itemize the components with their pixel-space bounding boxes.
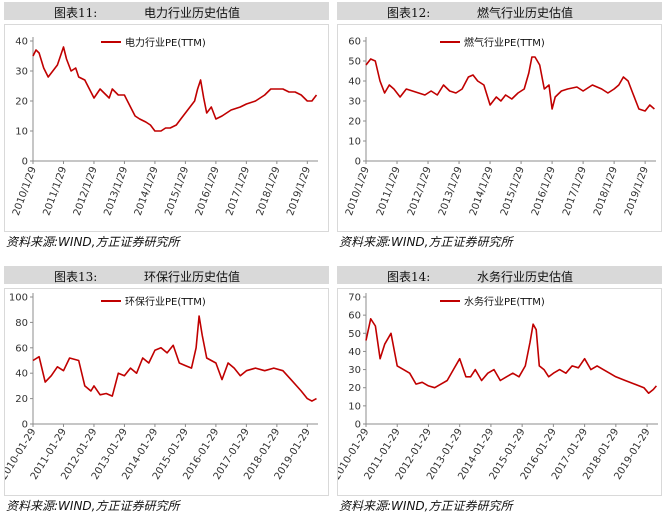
source-note: 资料来源:WIND,方正证券研究所 — [6, 499, 180, 513]
x-tick-label: 2014/1/29 — [133, 165, 161, 217]
source-note: 资料来源:WIND,方正证券研究所 — [339, 235, 513, 249]
y-tick-label: 40 — [15, 369, 28, 380]
y-tick-label: 40 — [348, 347, 361, 358]
chart-area: 0 10 20 30 40 50 60 70 2010-01-29 2011-01-29 2012-… — [337, 288, 662, 496]
series-line — [365, 317, 658, 394]
chart-panel-environmental: 图表13: 环保行业历史估值 0 20 40 60 80 100 2010-01-29 201… — [0, 264, 333, 528]
y-tick-label: 30 — [348, 365, 361, 376]
x-tick-label: 2013/1/29 — [102, 165, 130, 217]
chart-title-bar: 图表11: 电力行业历史估值 — [4, 2, 329, 20]
y-tick-label: 60 — [348, 311, 361, 322]
line-chart-svg: 0 10 20 30 40 2010/1/29 2011/1/29 2012/1/29 2013… — [11, 36, 318, 217]
chart-panel-gas: 图表12: 燃气行业历史估值 0 10 20 30 40 50 60 2010/1/29 201… — [333, 0, 666, 264]
y-tick-label: 70 — [348, 293, 361, 304]
x-tick-label: 2012/1/29 — [72, 165, 100, 217]
figure-number: 图表11: — [54, 6, 98, 20]
x-tick-label: 2016/1/29 — [530, 165, 558, 217]
figure-number: 图表12: — [387, 6, 431, 20]
x-tick-label: 2014/1/29 — [468, 165, 496, 217]
y-tick-label: 0 — [355, 420, 361, 431]
figure-title: 环保行业历史估值 — [144, 270, 241, 284]
legend-label: 电力行业PE(TTM) — [125, 36, 206, 49]
y-tick-label: 20 — [348, 383, 361, 394]
chart-title-bar: 图表13: 环保行业历史估值 — [4, 266, 329, 284]
figure-title: 水务行业历史估值 — [477, 270, 574, 284]
figure-title: 电力行业历史估值 — [144, 6, 241, 20]
y-tick-label: 50 — [348, 329, 361, 340]
series-line — [365, 56, 655, 112]
x-tick-label: 2017/1/29 — [224, 165, 252, 217]
y-tick-label: 60 — [15, 343, 28, 354]
x-tick-label: 2017/1/29 — [561, 165, 589, 217]
series-line — [32, 46, 318, 132]
chart-title-bar: 图表14: 水务行业历史估值 — [337, 266, 662, 284]
x-tick-label: 2018/1/29 — [255, 165, 283, 217]
x-tick-label: 2015/1/29 — [163, 165, 191, 217]
y-tick-label: 0 — [22, 420, 28, 431]
y-tick-label: 100 — [9, 293, 28, 304]
y-tick-label: 40 — [348, 77, 361, 88]
chart-area: 0 10 20 30 40 2010/1/29 2011/1/29 2012/1/29 2013… — [4, 24, 329, 232]
y-tick-label: 30 — [15, 67, 28, 78]
x-tick-label: 2019/1/29 — [285, 165, 313, 217]
legend-label: 环保行业PE(TTM) — [125, 295, 206, 308]
y-tick-label: 50 — [348, 57, 361, 68]
y-tick-label: 30 — [348, 97, 361, 108]
source-note: 资料来源:WIND,方正证券研究所 — [339, 499, 513, 513]
y-tick-label: 20 — [15, 394, 28, 405]
chart-area: 0 10 20 30 40 50 60 2010/1/29 2011/1/29 2012/1/29… — [337, 24, 662, 232]
series-line — [32, 315, 317, 402]
chart-area: 0 20 40 60 80 100 2010-01-29 2011-01-29 2012-01-… — [4, 288, 329, 496]
x-tick-label: 2013/1/29 — [437, 165, 465, 217]
x-tick-label: 2011/1/29 — [375, 165, 403, 217]
x-tick-label: 2012/1/29 — [406, 165, 434, 217]
line-chart-svg: 0204060801002010-01-292011-01-292012-01-… — [5, 293, 318, 482]
chart-title-bar: 图表12: 燃气行业历史估值 — [337, 2, 662, 20]
y-tick-label: 60 — [348, 37, 361, 48]
legend-label: 水务行业PE(TTM) — [464, 295, 545, 308]
y-tick-label: 20 — [15, 97, 28, 108]
line-chart-svg: 0102030405060702010-01-292011-01-292012-… — [338, 293, 658, 482]
y-tick-label: 10 — [348, 137, 361, 148]
x-tick-label: 2010/1/29 — [11, 165, 39, 217]
line-chart-svg: 0 10 20 30 40 50 60 2010/1/29 2011/1/29 2012/1/29… — [344, 36, 656, 217]
x-tick-label: 2011/1/29 — [41, 165, 69, 217]
figure-number: 图表13: — [54, 270, 98, 284]
y-tick-label: 80 — [15, 318, 28, 329]
y-tick-label: 0 — [22, 157, 28, 168]
chart-panel-power: 图表11: 电力行业历史估值 0 10 20 30 40 2010/1/29 2011/1/… — [0, 0, 333, 264]
y-tick-label: 20 — [348, 117, 361, 128]
figure-number: 图表14: — [387, 270, 431, 284]
legend-label: 燃气行业PE(TTM) — [464, 36, 545, 49]
y-tick-label: 40 — [15, 37, 28, 48]
x-tick-label: 2018/1/29 — [592, 165, 620, 217]
source-note: 资料来源:WIND,方正证券研究所 — [6, 235, 180, 249]
y-tick-label: 10 — [15, 127, 28, 138]
x-tick-label: 2016/1/29 — [194, 165, 222, 217]
chart-panel-water: 图表14: 水务行业历史估值 0 10 20 30 40 50 60 70 2010-01-29… — [333, 264, 666, 528]
figure-title: 燃气行业历史估值 — [477, 6, 574, 20]
y-tick-label: 0 — [355, 157, 361, 168]
x-tick-label: 2015/1/29 — [499, 165, 527, 217]
x-tick-label: 2019/1/29 — [623, 165, 651, 217]
y-tick-label: 10 — [348, 401, 361, 412]
x-tick-label: 2010/1/29 — [344, 165, 372, 217]
